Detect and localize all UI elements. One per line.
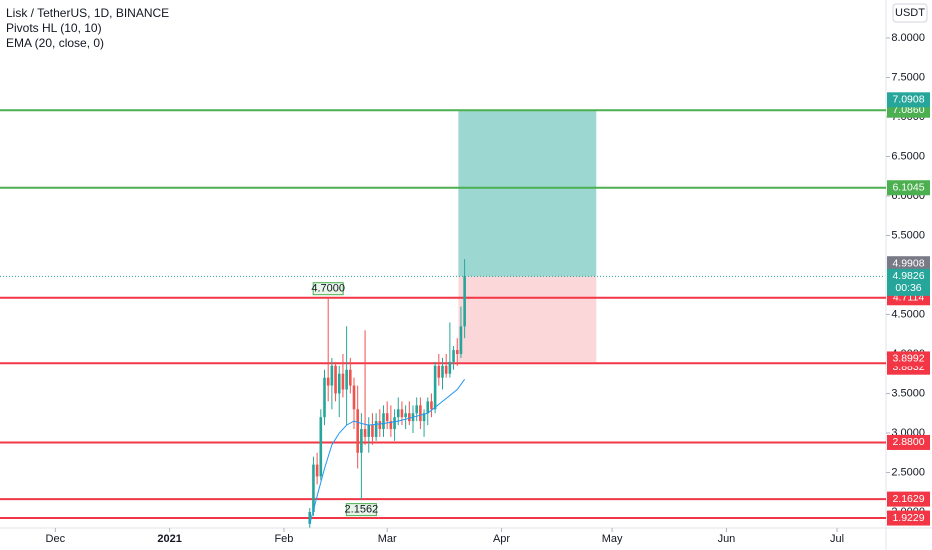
currency-box[interactable] xyxy=(892,3,928,23)
plot: 4.7000 2.1562 xyxy=(0,109,886,528)
candle-body xyxy=(463,276,466,327)
candle-body xyxy=(323,377,326,418)
last-price: 4.9826 xyxy=(892,270,924,282)
position-label-box xyxy=(887,351,930,367)
candle-body xyxy=(448,361,452,374)
candle-body xyxy=(356,409,359,453)
candle-body xyxy=(315,464,319,477)
target-zone xyxy=(458,109,597,277)
candle-body xyxy=(400,409,404,418)
candle-body xyxy=(319,417,323,477)
position-label: 7.0908 xyxy=(892,94,924,106)
x-tick-label: Apr xyxy=(493,533,510,545)
level-label: 1.9229 xyxy=(892,512,924,524)
candle-body xyxy=(367,425,371,437)
candle-body xyxy=(345,369,348,390)
y-tick-label: 5.5000 xyxy=(891,229,925,241)
candle-body xyxy=(326,377,330,386)
level-label-box xyxy=(887,510,930,526)
level-label-box xyxy=(887,491,930,507)
candle-body xyxy=(415,405,418,414)
ema-line xyxy=(309,379,466,524)
stop-zone xyxy=(458,276,597,362)
level-label-box xyxy=(887,434,930,450)
candle-body xyxy=(441,365,444,378)
pivot-box xyxy=(312,282,344,296)
candle-body xyxy=(452,350,455,362)
candle-body xyxy=(385,413,389,422)
x-tick-label: Feb xyxy=(274,533,293,545)
y-tick-label: 2.5000 xyxy=(891,466,925,478)
pivot-box xyxy=(345,503,377,517)
candle-body xyxy=(378,421,382,430)
marker-label: 4.9908 xyxy=(892,257,924,269)
candle-body xyxy=(363,429,367,437)
candle-body xyxy=(459,326,463,354)
level-label: 2.8800 xyxy=(892,436,924,448)
candle-body xyxy=(352,385,356,410)
candle-body xyxy=(371,425,374,437)
position-label-box xyxy=(887,92,930,108)
candle-body xyxy=(341,373,345,390)
position-label: 3.8992 xyxy=(892,353,924,365)
indicator: EMA (20, close, 0) xyxy=(6,36,104,50)
candle-body xyxy=(444,365,448,374)
candle-body xyxy=(455,350,459,354)
candle-body xyxy=(393,417,396,430)
x-tick-label: Jul xyxy=(830,533,844,545)
candle-body xyxy=(360,429,363,453)
x-tick-label: Mar xyxy=(378,533,397,545)
level-label: 6.1045 xyxy=(892,182,924,194)
indicator: Pivots HL (10, 10) xyxy=(6,21,102,35)
candle-body xyxy=(433,365,437,410)
candle-body xyxy=(389,421,393,430)
candle-body xyxy=(334,365,337,394)
pivot-label: 4.7000 xyxy=(311,283,345,295)
y-tick-label: 6.5000 xyxy=(891,150,925,162)
candle-body xyxy=(430,401,433,410)
countdown: 00:36 xyxy=(895,282,921,294)
candle-body xyxy=(337,373,341,394)
x-tick-label: Dec xyxy=(46,533,66,545)
candle-body xyxy=(426,401,430,414)
last-price-box xyxy=(887,268,930,296)
candle-body xyxy=(422,413,426,422)
pivot-label: 2.1562 xyxy=(345,504,379,516)
candle-body xyxy=(308,511,312,524)
x-tick-label: May xyxy=(602,533,623,545)
candle-body xyxy=(404,413,407,418)
y-tick-label: 3.5000 xyxy=(891,387,925,399)
chart-title: Lisk / TetherUS, 1D, BINANCE xyxy=(6,6,169,20)
level-label-box xyxy=(887,180,930,196)
candle-body xyxy=(312,464,315,512)
level-label: 2.1629 xyxy=(892,493,924,505)
candle-body xyxy=(437,365,441,378)
candle-body xyxy=(330,365,334,386)
currency[interactable]: USDT xyxy=(895,7,925,19)
candle-body xyxy=(408,413,411,422)
y-tick-label: 7.5000 xyxy=(891,71,925,83)
candle-body xyxy=(419,405,422,422)
x-tick-label: Jun xyxy=(718,533,736,545)
candle-body xyxy=(374,421,378,437)
candle-body xyxy=(349,369,352,386)
marker-box xyxy=(887,256,930,272)
y-tick-label: 4.5000 xyxy=(891,308,925,320)
candle-body xyxy=(396,409,400,418)
y-tick-label: 8.0000 xyxy=(891,32,925,44)
x-tick-label: 2021 xyxy=(157,533,181,545)
candle-body xyxy=(382,413,385,430)
